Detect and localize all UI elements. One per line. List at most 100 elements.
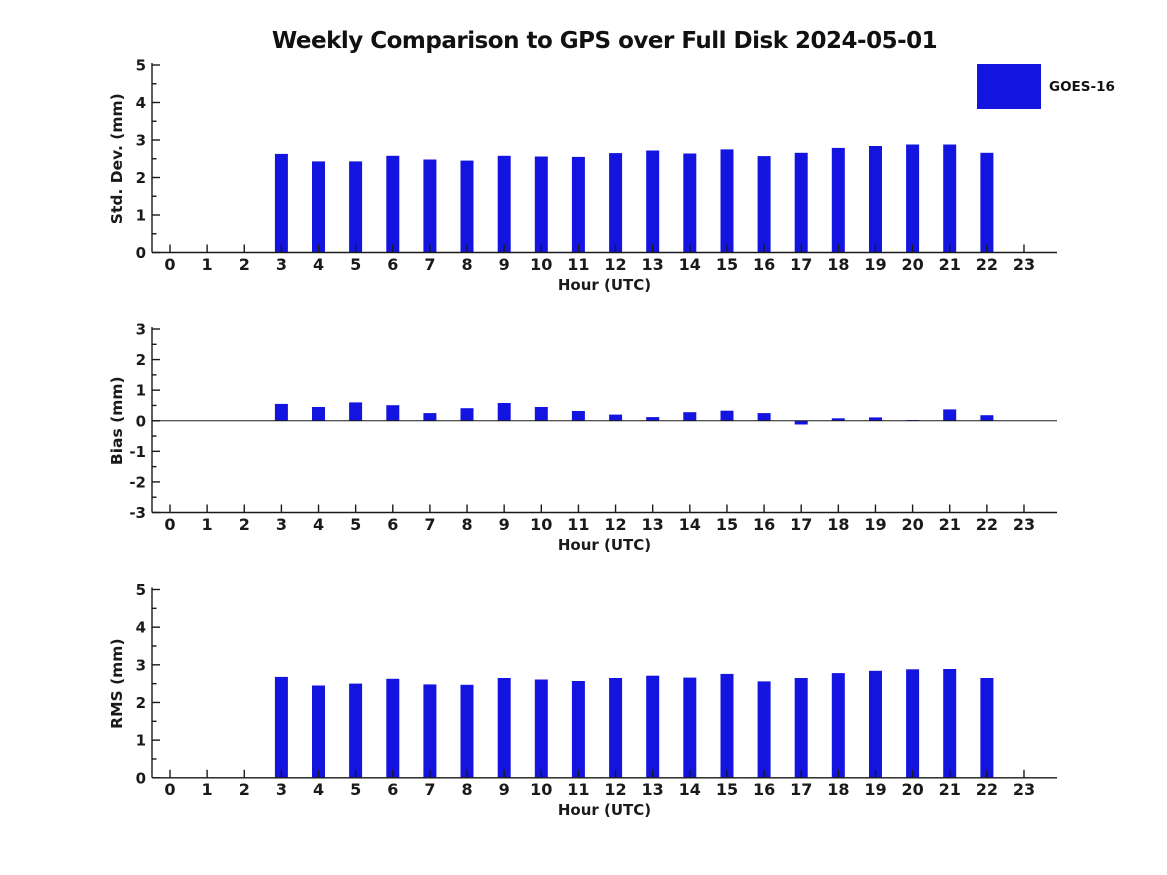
x-tick-label: 22 xyxy=(976,255,998,274)
x-tick-label: 19 xyxy=(864,780,886,799)
x-tick-label: 22 xyxy=(976,515,998,534)
x-tick-label: 16 xyxy=(753,255,775,274)
bar-std-dev-hour-7 xyxy=(423,159,437,253)
bar-rms-hour-9 xyxy=(497,678,511,778)
x-tick-label: 1 xyxy=(202,255,213,274)
x-tick-label: 9 xyxy=(499,780,510,799)
bar-std-dev-hour-21 xyxy=(943,144,957,253)
x-tick-label: 7 xyxy=(424,255,435,274)
x-tick-label: 2 xyxy=(239,780,250,799)
x-tick-label: 13 xyxy=(642,780,664,799)
bar-bias-hour-11 xyxy=(571,411,585,421)
bar-std-dev-hour-3 xyxy=(274,153,288,253)
x-tick-label: 21 xyxy=(939,780,961,799)
bar-rms-hour-19 xyxy=(869,670,882,778)
x-tick-label: 16 xyxy=(753,515,775,534)
x-tick-label: 12 xyxy=(604,515,626,534)
x-tick-label: 4 xyxy=(313,515,324,534)
y-axis-label: RMS (mm) xyxy=(108,638,126,728)
x-tick-label: 6 xyxy=(387,515,398,534)
bar-std-dev-hour-8 xyxy=(460,160,474,253)
bar-std-dev-hour-10 xyxy=(534,156,548,253)
bar-rms-hour-17 xyxy=(794,678,808,778)
x-tick-label: 21 xyxy=(939,515,961,534)
y-tick-label: 1 xyxy=(136,732,146,750)
x-tick-label: 5 xyxy=(350,780,361,799)
bar-std-dev-hour-15 xyxy=(720,149,734,253)
x-tick-label: 1 xyxy=(202,780,213,799)
bar-bias-hour-13 xyxy=(646,417,660,421)
x-tick-label: 19 xyxy=(864,255,886,274)
x-tick-label: 10 xyxy=(530,780,552,799)
bar-std-dev-hour-13 xyxy=(646,150,660,253)
x-axis-label: Hour (UTC) xyxy=(558,801,651,819)
x-tick-label: 5 xyxy=(350,255,361,274)
x-tick-label: 0 xyxy=(164,515,175,534)
x-tick-label: 6 xyxy=(387,255,398,274)
x-tick-label: 17 xyxy=(790,255,812,274)
x-tick-label: 11 xyxy=(567,515,589,534)
bar-bias-hour-18 xyxy=(831,418,845,421)
bars-rms xyxy=(274,669,994,778)
x-tick-label: 0 xyxy=(164,255,175,274)
y-tick-label: 0 xyxy=(136,412,146,430)
x-tick-label: 21 xyxy=(939,255,961,274)
bar-rms-hour-12 xyxy=(609,678,623,778)
bar-rms-hour-11 xyxy=(571,681,585,778)
x-tick-label: 18 xyxy=(827,515,849,534)
y-tick-label: 0 xyxy=(136,244,146,262)
y-tick-label: -3 xyxy=(129,504,146,522)
x-tick-label: 23 xyxy=(1013,255,1035,274)
y-tick-label: 3 xyxy=(136,132,146,150)
x-tick-label: 20 xyxy=(901,255,923,274)
x-tick-label: 11 xyxy=(567,780,589,799)
x-tick-label: 14 xyxy=(679,780,701,799)
bar-bias-hour-12 xyxy=(609,414,623,421)
axes-bias xyxy=(151,327,1057,514)
y-axis-label: Bias (mm) xyxy=(108,376,126,465)
y-tick-label: 5 xyxy=(136,57,146,75)
axes-std-dev xyxy=(151,63,1057,254)
bar-std-dev-hour-9 xyxy=(497,155,511,253)
chart-title: Weekly Comparison to GPS over Full Disk … xyxy=(271,28,938,54)
bar-std-dev-hour-14 xyxy=(683,153,697,253)
x-tick-label: 5 xyxy=(350,515,361,534)
bar-bias-hour-3 xyxy=(274,403,288,421)
x-tick-label: 22 xyxy=(976,780,998,799)
bar-std-dev-hour-16 xyxy=(757,156,771,253)
x-tick-label: 3 xyxy=(276,515,287,534)
x-tick-label: 23 xyxy=(1013,780,1035,799)
bar-rms-hour-8 xyxy=(460,684,474,778)
x-tick-label: 15 xyxy=(716,780,738,799)
bar-rms-hour-7 xyxy=(423,684,437,778)
x-tick-label: 18 xyxy=(827,255,849,274)
x-tick-label: 10 xyxy=(530,515,552,534)
y-tick-label: 1 xyxy=(136,207,146,225)
bar-std-dev-hour-6 xyxy=(386,155,400,253)
bar-bias-hour-6 xyxy=(386,405,400,421)
bar-bias-hour-5 xyxy=(349,402,363,421)
y-tick-label: 3 xyxy=(136,656,146,674)
bar-rms-hour-22 xyxy=(980,678,994,778)
x-axis-label: Hour (UTC) xyxy=(558,536,651,554)
bar-std-dev-hour-5 xyxy=(349,161,363,253)
x-tick-label: 6 xyxy=(387,780,398,799)
bar-std-dev-hour-20 xyxy=(906,144,920,253)
bar-bias-hour-16 xyxy=(757,413,771,421)
bar-bias-hour-15 xyxy=(720,410,734,421)
bar-bias-hour-10 xyxy=(534,407,548,421)
x-tick-label: 20 xyxy=(901,515,923,534)
y-tick-label: 0 xyxy=(136,769,146,787)
y-tick-label: 2 xyxy=(136,694,146,712)
x-axis-label: Hour (UTC) xyxy=(558,276,651,294)
x-tick-label: 3 xyxy=(276,780,287,799)
y-tick-label: 5 xyxy=(136,581,146,599)
bar-bias-hour-21 xyxy=(943,409,957,421)
x-tick-label: 9 xyxy=(499,515,510,534)
x-tick-label: 0 xyxy=(164,780,175,799)
x-tick-label: 7 xyxy=(424,515,435,534)
x-tick-label: 8 xyxy=(461,515,472,534)
bar-rms-hour-4 xyxy=(312,685,325,778)
bar-bias-hour-8 xyxy=(460,408,474,421)
